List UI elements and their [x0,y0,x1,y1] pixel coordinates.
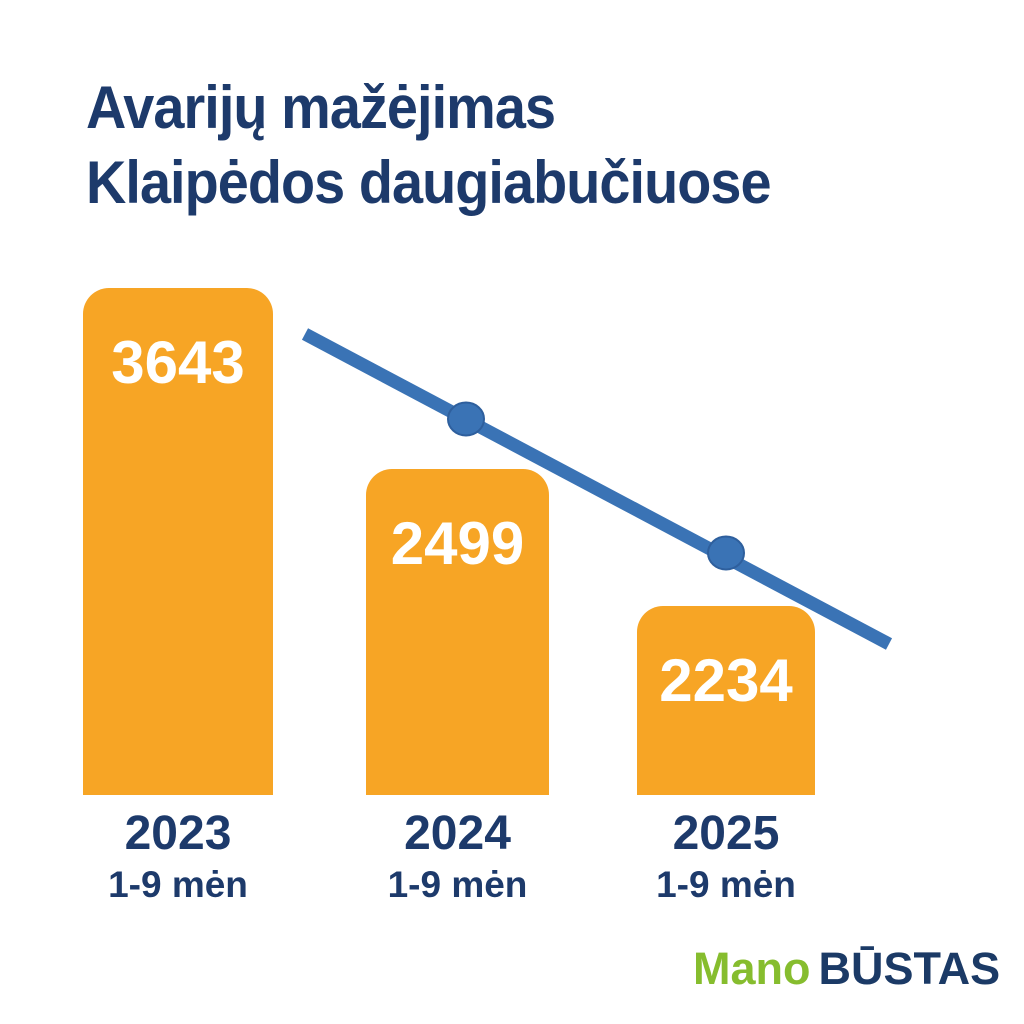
x-label-sub-2024: 1-9 mėn [387,864,528,905]
bar-2023-value: 3643 [111,329,245,396]
x-label-year-2025: 2025 [672,807,780,860]
trend-point-2025 [707,535,745,571]
chart-title-line1: Avarijų mažėjimas [86,74,556,141]
x-label-year-2024: 2024 [404,807,511,860]
chart-title-line2: Klaipėdos daugiabučiuose [86,149,772,216]
x-label-sub-2023: 1-9 mėn [108,864,248,905]
bar-2024-value: 2499 [390,510,525,577]
x-label-year-2023: 2023 [124,807,232,860]
chart-title: Avarijų mažėjimas Klaipėdos daugiabučiuo… [86,70,772,220]
brand-logo-mano: Mano [693,943,811,994]
trend-point-2024 [447,401,485,437]
x-label-sub-2025: 1-9 mėn [656,864,796,905]
brand-logo: Mano BŪSTAS [693,943,1000,995]
bar-2025-value: 2234 [659,647,793,714]
brand-logo-bustas: BŪSTAS [818,943,1001,994]
bar-2023: 3643 [83,288,273,795]
bar-2025: 2234 [637,606,815,795]
bar-2024: 2499 [366,469,549,795]
